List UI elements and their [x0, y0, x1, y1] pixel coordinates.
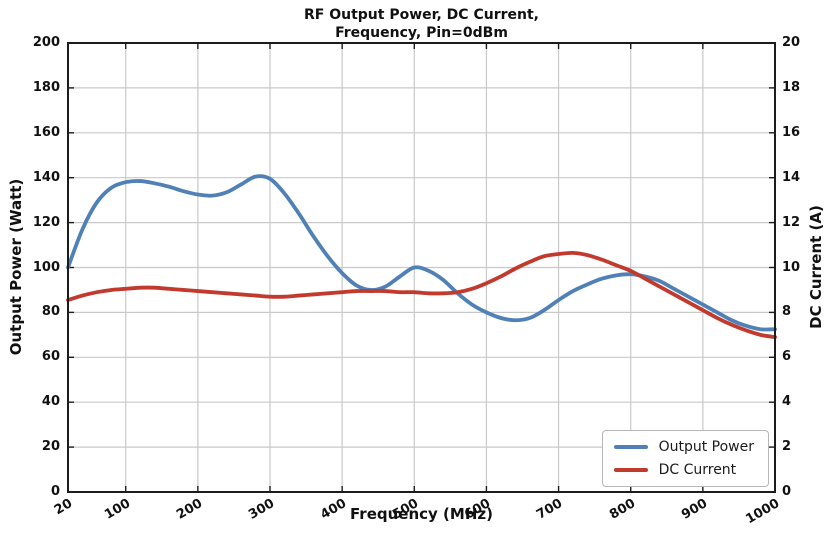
legend: Output Power DC Current [601, 430, 769, 487]
right-tick-label: 0 [782, 484, 792, 499]
legend-item-output-power: Output Power [613, 439, 754, 455]
left-tick-label: 180 [32, 79, 60, 95]
x-tick-label: 500 [390, 496, 422, 523]
series-line-dc-current [66, 250, 777, 339]
legend-line-output-power [613, 445, 648, 449]
x-tick-label: 1000 [743, 496, 782, 528]
legend-label-output-power: Output Power [658, 439, 754, 455]
right-axis-tick-labels: 0 2 4 6 8 10 12 14 16 18 20 [782, 35, 838, 499]
left-tick-label: 0 [50, 484, 60, 499]
right-tick-label: 8 [782, 304, 792, 320]
plot-frame [67, 42, 776, 493]
left-tick-label: 200 [32, 35, 60, 50]
x-tick-label: 700 [534, 496, 566, 523]
x-tick-label: 800 [606, 496, 638, 523]
x-tick-label: 100 [101, 496, 133, 523]
left-tick-label: 40 [41, 394, 60, 410]
right-tick-label: 4 [782, 394, 792, 410]
right-tick-label: 14 [782, 169, 801, 185]
chart-title: RF Output Power, DC Current, Frequency, … [68, 6, 775, 42]
right-tick-label: 16 [782, 124, 801, 140]
x-axis-tick-labels: 20 100 200 300 400 500 600 700 800 900 1000 [52, 492, 782, 538]
series-line-output-power [66, 174, 777, 332]
left-tick-label: 60 [41, 349, 60, 365]
x-tick-label: 400 [318, 496, 350, 523]
legend-label-dc-current: DC Current [658, 462, 737, 478]
right-tick-label: 12 [782, 214, 801, 230]
right-tick-label: 20 [782, 35, 801, 50]
right-tick-label: 6 [782, 349, 792, 365]
legend-item-dc-current: DC Current [613, 462, 754, 478]
left-axis-tick-labels: 0 20 40 60 80 100 120 140 160 180 200 [0, 35, 60, 499]
x-tick-label: 200 [173, 496, 205, 523]
left-tick-label: 120 [32, 214, 60, 230]
x-axis-label: Frequency (MHz) [350, 505, 493, 523]
left-tick-label: 20 [41, 439, 60, 455]
x-tick-label: 600 [462, 496, 494, 523]
left-tick-label: 160 [32, 124, 60, 140]
left-tick-label: 140 [32, 169, 60, 185]
plot-area [66, 42, 777, 493]
right-tick-label: 10 [782, 259, 801, 275]
x-tick-label: 300 [245, 496, 277, 523]
legend-line-dc-current [613, 468, 648, 472]
left-tick-label: 80 [41, 304, 60, 320]
x-tick-label: 900 [678, 496, 710, 523]
right-tick-label: 18 [782, 79, 801, 95]
chart-title-line2: Frequency, Pin=0dBm [335, 25, 508, 41]
chart-title-line1: RF Output Power, DC Current, [304, 7, 539, 23]
left-tick-label: 100 [32, 259, 60, 275]
x-tick-label: 20 [51, 496, 75, 519]
right-tick-label: 2 [782, 439, 792, 455]
